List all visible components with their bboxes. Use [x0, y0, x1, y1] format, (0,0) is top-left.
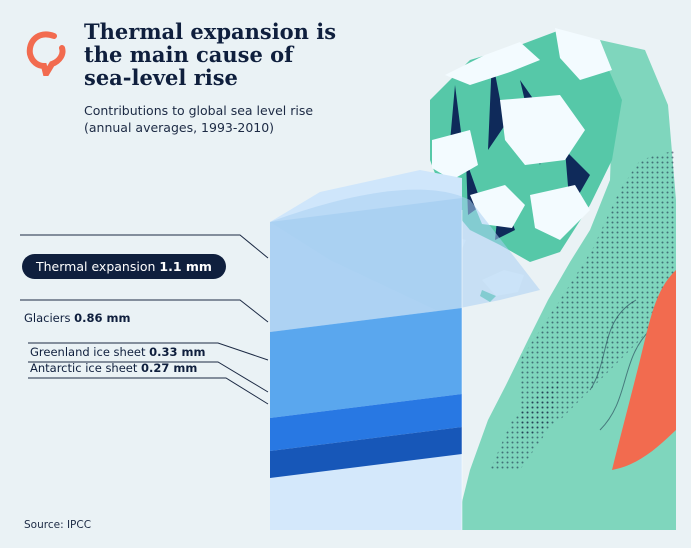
- layer-thermal-expansion: [270, 198, 462, 332]
- label-greenland-ice-sheet: Greenland ice sheet 0.33 mm: [30, 345, 206, 359]
- leader-greenland: [28, 342, 269, 361]
- chart-layers: [270, 198, 462, 478]
- layer-antarctic-ice-sheet: [270, 427, 462, 478]
- speech-bubble-icon: [26, 31, 66, 76]
- layer-greenland-ice-sheet: [270, 394, 462, 451]
- leader-antarctic: [28, 361, 269, 393]
- layer-glaciers: [270, 308, 462, 418]
- leader-bottom: [28, 377, 269, 405]
- label-glaciers: Glaciers 0.86 mm: [24, 311, 131, 325]
- leader-lines: [20, 234, 269, 405]
- warm-land: [612, 270, 676, 470]
- chart-subtitle: Contributions to global sea level rise (…: [84, 103, 314, 135]
- source-note: Source: IPCC: [24, 519, 92, 531]
- label-thermal-expansion: Thermal expansion 1.1 mm: [22, 254, 226, 279]
- label-antarctic-ice-sheet: Antarctic ice sheet 0.27 mm: [30, 361, 198, 375]
- coastline: [455, 40, 676, 530]
- glacier: [430, 28, 622, 262]
- leader-glaciers: [20, 299, 269, 323]
- leader-thermal: [20, 234, 269, 259]
- chart-title: Thermal expansion is the main cause of s…: [84, 19, 337, 90]
